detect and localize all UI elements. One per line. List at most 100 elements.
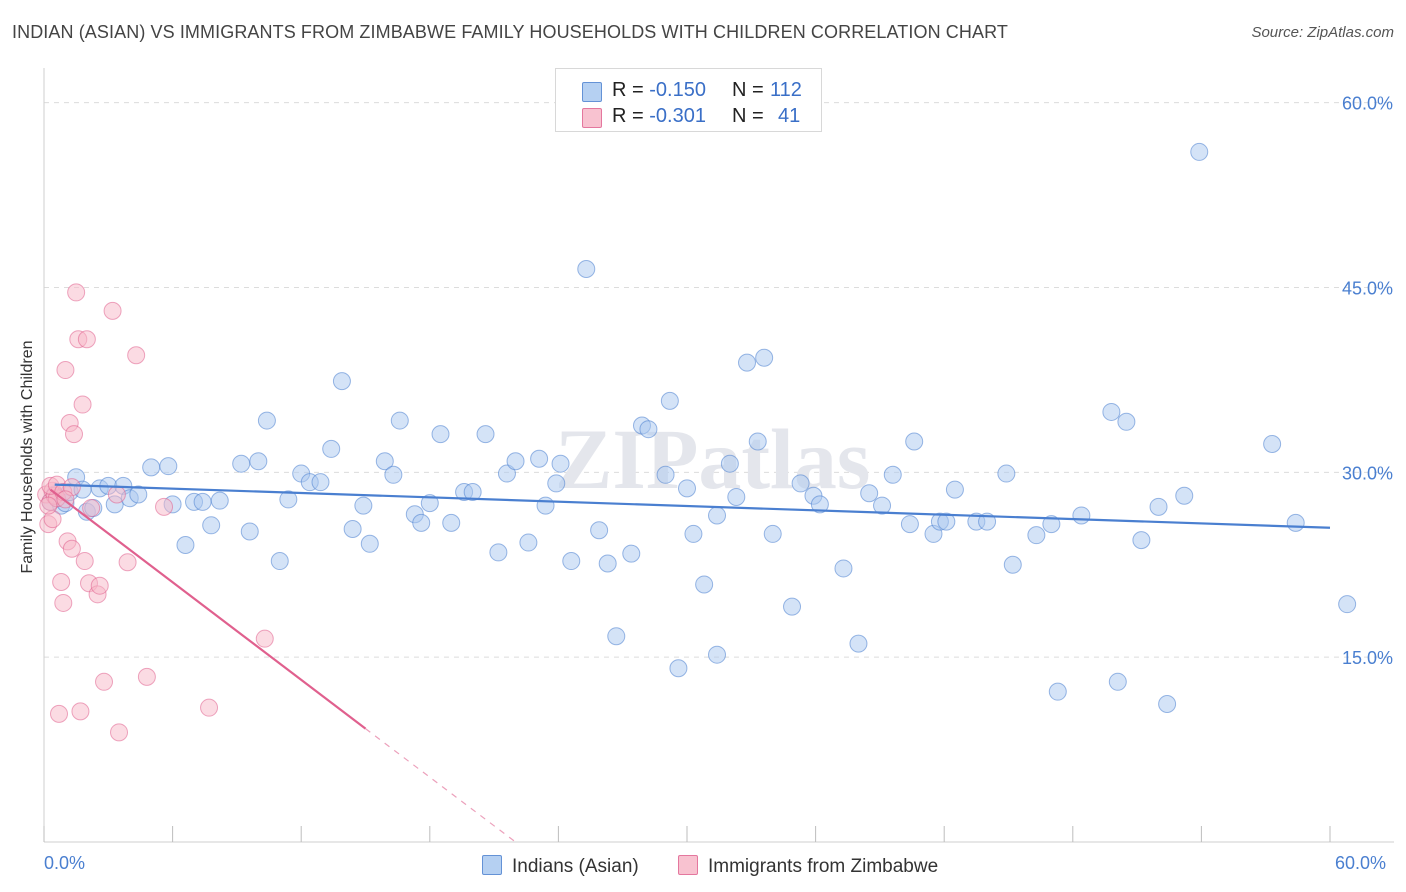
indian-point [159, 457, 178, 476]
indian-point [937, 512, 956, 531]
indian-point [354, 496, 373, 515]
indian-point [1149, 497, 1168, 516]
indian-point [412, 513, 431, 532]
legend-label: Immigrants from Zimbabwe [708, 856, 939, 877]
legend-item-zimbabwe[interactable]: Immigrants from Zimbabwe [678, 852, 938, 878]
indian-point [279, 490, 298, 509]
zimbabwe-point [107, 485, 126, 504]
zimbabwe-point [67, 283, 86, 302]
indian-point [791, 474, 810, 493]
zimbabwe-point [255, 629, 274, 648]
indian-point [873, 496, 892, 515]
indian-point [322, 439, 341, 458]
zimbabwe-point [56, 361, 75, 380]
indian-point [684, 524, 703, 543]
indian-point [530, 449, 549, 468]
indian-point [1117, 412, 1136, 431]
indian-point [656, 465, 675, 484]
n-value: 112 [770, 79, 802, 101]
indian-point [883, 465, 902, 484]
zimbabwe-point [95, 672, 114, 691]
indian-point [720, 454, 739, 473]
swatch-icon [582, 108, 602, 128]
zimbabwe-point [200, 698, 219, 717]
zimbabwe-point [90, 576, 109, 595]
indian-point [176, 536, 195, 555]
y-tick-label: 30.0% [1342, 463, 1393, 483]
indian-point [1042, 515, 1061, 534]
indian-point [622, 544, 641, 563]
indian-point [708, 506, 727, 525]
zimbabwe-point [73, 395, 92, 414]
indian-point [738, 353, 757, 372]
legend-item-indians[interactable]: Indians (Asian) [482, 852, 639, 878]
indian-point [660, 391, 679, 410]
indian-point [590, 521, 609, 540]
indian-point [257, 411, 276, 430]
indian-point [1263, 434, 1282, 453]
legend-swatch-icon [482, 855, 502, 875]
indian-point [607, 627, 626, 646]
stats-row-zimbabwe: R = -0.301 N = 41 [556, 103, 821, 131]
zimbabwe-point [137, 667, 156, 686]
indian-point [763, 524, 782, 543]
indian-point [1027, 526, 1046, 545]
zimbabwe-point [77, 330, 96, 349]
indian-point [727, 487, 746, 506]
zimbabwe-point [75, 552, 94, 571]
zimbabwe-point [52, 572, 71, 591]
stats-row-indians: R = -0.150 N = 112 [556, 77, 821, 105]
indian-point [497, 464, 516, 483]
n-label: N = [732, 79, 764, 101]
zimbabwe-point [155, 497, 174, 516]
indian-point [232, 454, 251, 473]
indian-point [420, 494, 439, 513]
chart-title: INDIAN (ASIAN) VS IMMIGRANTS FROM ZIMBAB… [12, 22, 1008, 42]
indian-point [332, 372, 351, 391]
indian-point [783, 597, 802, 616]
indian-point [551, 454, 570, 473]
zimbabwe-trend-line [49, 488, 367, 730]
indian-point [562, 552, 581, 571]
indian-point [1108, 672, 1127, 691]
indian-point [249, 452, 268, 471]
y-tick-label: 15.0% [1342, 648, 1393, 668]
legend-label: Indians (Asian) [512, 856, 639, 877]
indian-point [536, 496, 555, 515]
indian-point [476, 425, 495, 444]
indian-point [343, 520, 362, 539]
indian-point [860, 484, 879, 503]
indian-point [755, 348, 774, 367]
zimbabwe-point [39, 496, 58, 515]
zimbabwe-point [103, 301, 122, 320]
indian-point [708, 645, 727, 664]
indian-point [202, 516, 221, 535]
x-max-label: 60.0% [1335, 853, 1387, 873]
r-value: -0.150 [649, 79, 706, 101]
indian-point [375, 452, 394, 471]
indian-point [598, 554, 617, 573]
indian-point [240, 522, 259, 541]
indian-point [142, 458, 161, 477]
indian-point [193, 492, 212, 511]
zimbabwe-point [71, 702, 90, 721]
indian-point [748, 432, 767, 451]
legend-swatch-icon [678, 855, 698, 875]
indian-point [1175, 486, 1194, 505]
indian-point [1190, 142, 1209, 161]
zimbabwe-point [62, 539, 81, 558]
indian-point [834, 559, 853, 578]
n-value: 41 [778, 105, 801, 127]
indian-point [905, 432, 924, 451]
y-tick-label: 45.0% [1342, 278, 1393, 298]
x-min-label: 0.0% [44, 853, 86, 873]
zimbabwe-point [50, 704, 69, 723]
zimbabwe-trend-extension [365, 728, 516, 843]
n-label: N = [732, 105, 764, 127]
watermark: ZIPatlas [555, 411, 870, 507]
indian-point [129, 485, 148, 504]
indian-point [669, 659, 688, 678]
zimbabwe-point [54, 593, 73, 612]
indian-point [1158, 694, 1177, 713]
